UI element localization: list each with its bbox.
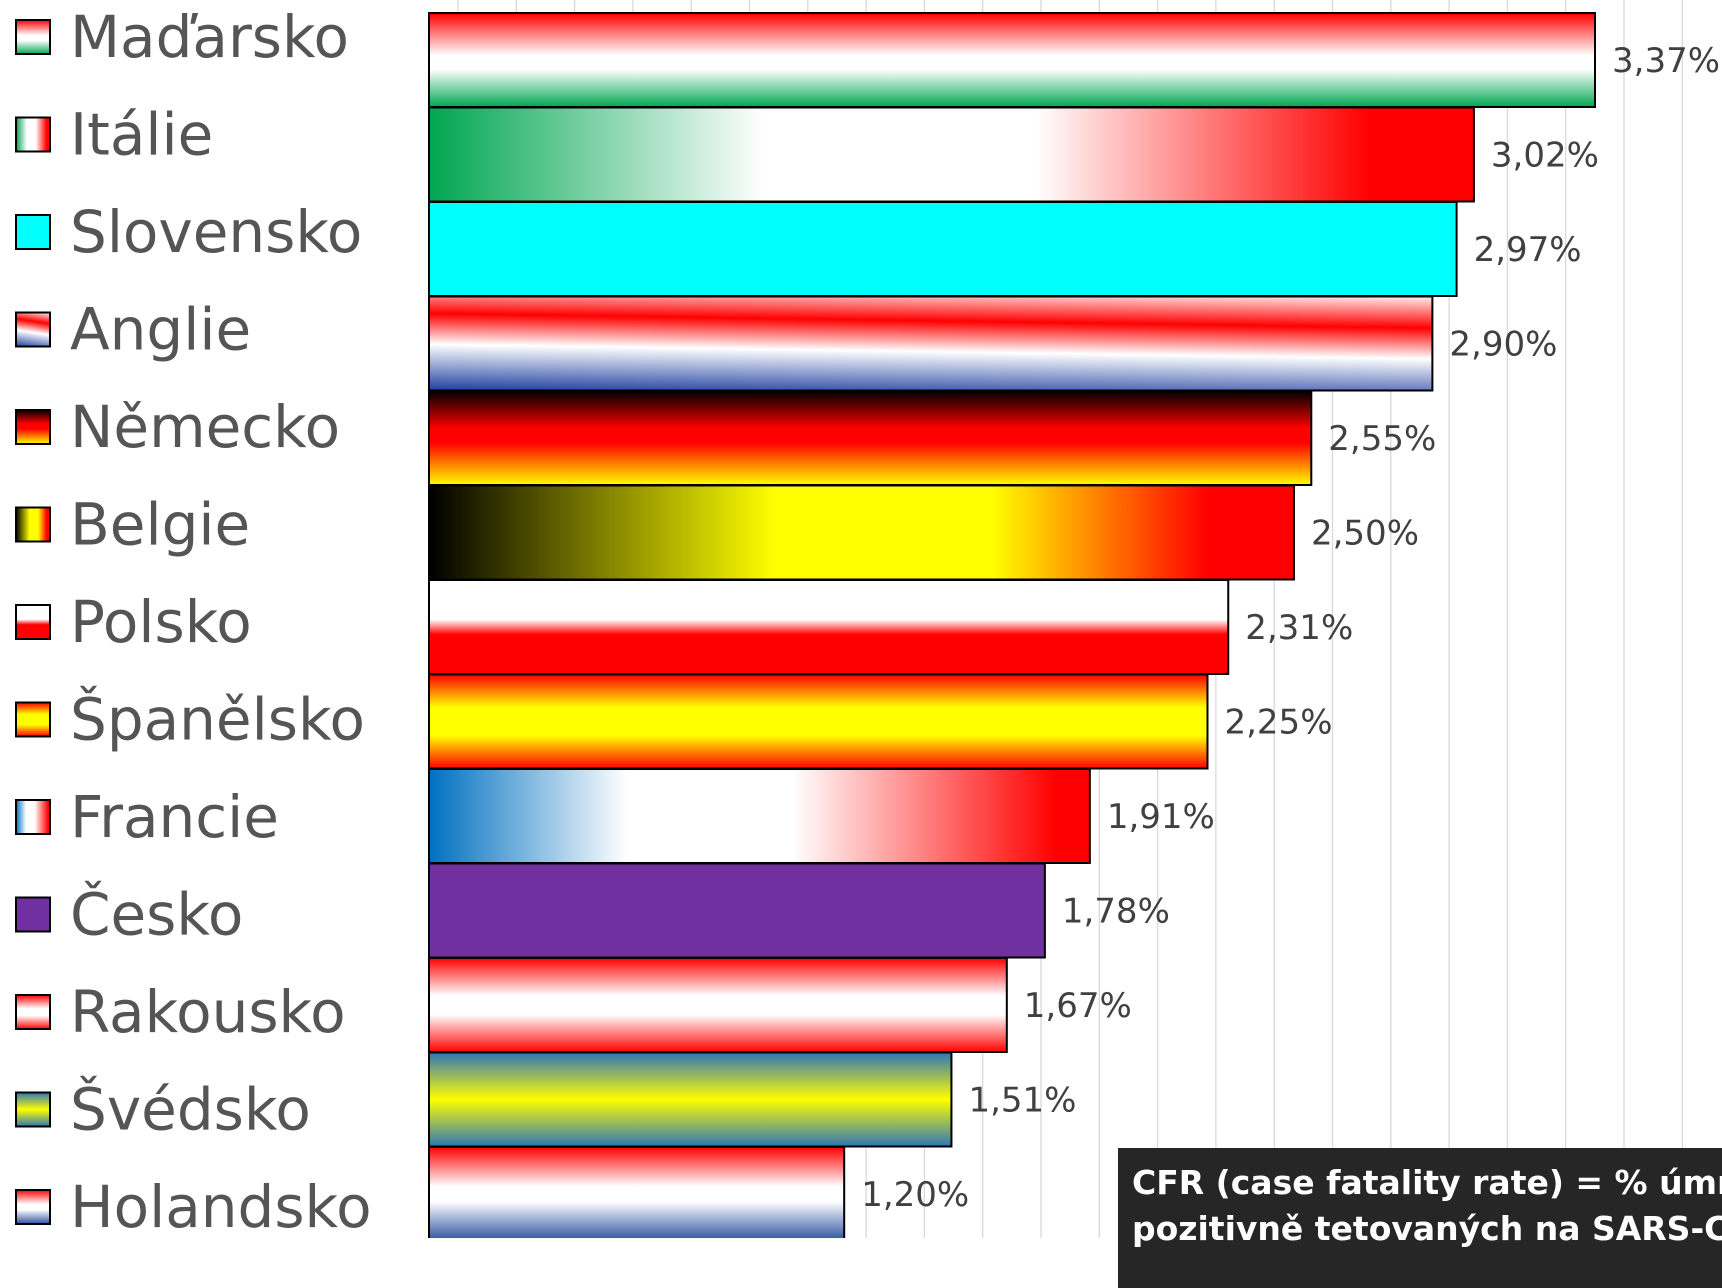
bar-6 bbox=[428, 579, 1230, 675]
bar-10 bbox=[428, 957, 1008, 1053]
value-labels: 3,37% 3,02% 2,97% 2,90% 2,55% 2,50% 2,31% 2,25%… bbox=[861, 41, 1720, 1215]
legend-swatch-1 bbox=[15, 116, 51, 153]
value-label-6: 2,31% bbox=[1245, 608, 1353, 648]
value-label-11: 1,51% bbox=[968, 1081, 1076, 1121]
legend-label-10: Rakousko bbox=[70, 978, 346, 1046]
legend-label-4: Německo bbox=[70, 393, 340, 461]
cfr-note-line-2: pozitivně tetovaných na SARS-CoV-2 bbox=[1132, 1209, 1722, 1248]
legend-swatch-7 bbox=[15, 701, 51, 738]
cfr-note-line-1: CFR (case fatality rate) = % úmrtí z bbox=[1132, 1163, 1722, 1202]
legend-swatch-4 bbox=[15, 409, 51, 445]
legend-swatch-0 bbox=[15, 19, 51, 55]
bar-2 bbox=[428, 201, 1458, 297]
legend-swatch-9 bbox=[15, 896, 51, 933]
legend-swatch-2 bbox=[15, 214, 51, 250]
bar-0 bbox=[428, 12, 1596, 108]
value-label-3: 2,90% bbox=[1449, 325, 1557, 365]
bar-12 bbox=[428, 1146, 846, 1238]
value-label-10: 1,67% bbox=[1024, 986, 1132, 1026]
bar-5 bbox=[428, 484, 1295, 581]
value-label-4: 2,55% bbox=[1328, 419, 1436, 459]
legend-label-2: Slovensko bbox=[70, 198, 362, 266]
value-label-0: 3,37% bbox=[1612, 41, 1720, 81]
legend-swatch-5 bbox=[15, 506, 51, 543]
legend: Maďarsko Itálie Slovensko Anglie Německo Belg… bbox=[15, 3, 372, 1238]
bar-1 bbox=[428, 106, 1475, 203]
value-label-9: 1,78% bbox=[1062, 892, 1170, 932]
value-label-7: 2,25% bbox=[1224, 703, 1332, 743]
value-label-12: 1,20% bbox=[861, 1175, 969, 1215]
legend-label-6: Polsko bbox=[70, 588, 252, 656]
value-label-5: 2,50% bbox=[1311, 514, 1419, 554]
legend-label-9: Česko bbox=[70, 880, 243, 949]
legend-swatch-12 bbox=[15, 1189, 51, 1225]
bar-7 bbox=[428, 673, 1209, 770]
legend-label-0: Maďarsko bbox=[70, 3, 349, 71]
legend-label-11: Švédsko bbox=[70, 1075, 311, 1144]
value-label-2: 2,97% bbox=[1474, 230, 1582, 270]
value-label-1: 3,02% bbox=[1491, 136, 1599, 176]
legend-swatch-6 bbox=[15, 604, 51, 640]
bar-11 bbox=[428, 1051, 953, 1148]
bar-4 bbox=[428, 390, 1313, 486]
legend-swatch-8 bbox=[15, 799, 51, 835]
bar-9 bbox=[428, 862, 1046, 959]
bars bbox=[428, 12, 1596, 1238]
bar-8 bbox=[428, 768, 1091, 864]
legend-label-3: Anglie bbox=[70, 296, 251, 364]
legend-label-8: Francie bbox=[70, 783, 279, 851]
legend-label-12: Holandsko bbox=[70, 1173, 372, 1238]
legend-label-5: Belgie bbox=[70, 491, 250, 559]
cfr-note-box: CFR (case fatality rate) = % úmrtí z poz… bbox=[1118, 1148, 1722, 1288]
legend-swatch-11 bbox=[15, 1091, 51, 1128]
bar-chart: 3,37% 3,02% 2,97% 2,90% 2,55% 2,50% 2,31% 2,25%… bbox=[15, 0, 1720, 1238]
legend-swatch-3 bbox=[15, 311, 51, 348]
bar-3 bbox=[428, 295, 1434, 392]
legend-label-7: Španělsko bbox=[70, 685, 365, 754]
value-label-8: 1,91% bbox=[1107, 797, 1215, 837]
legend-swatch-10 bbox=[15, 994, 51, 1030]
legend-label-1: Itálie bbox=[70, 101, 213, 169]
